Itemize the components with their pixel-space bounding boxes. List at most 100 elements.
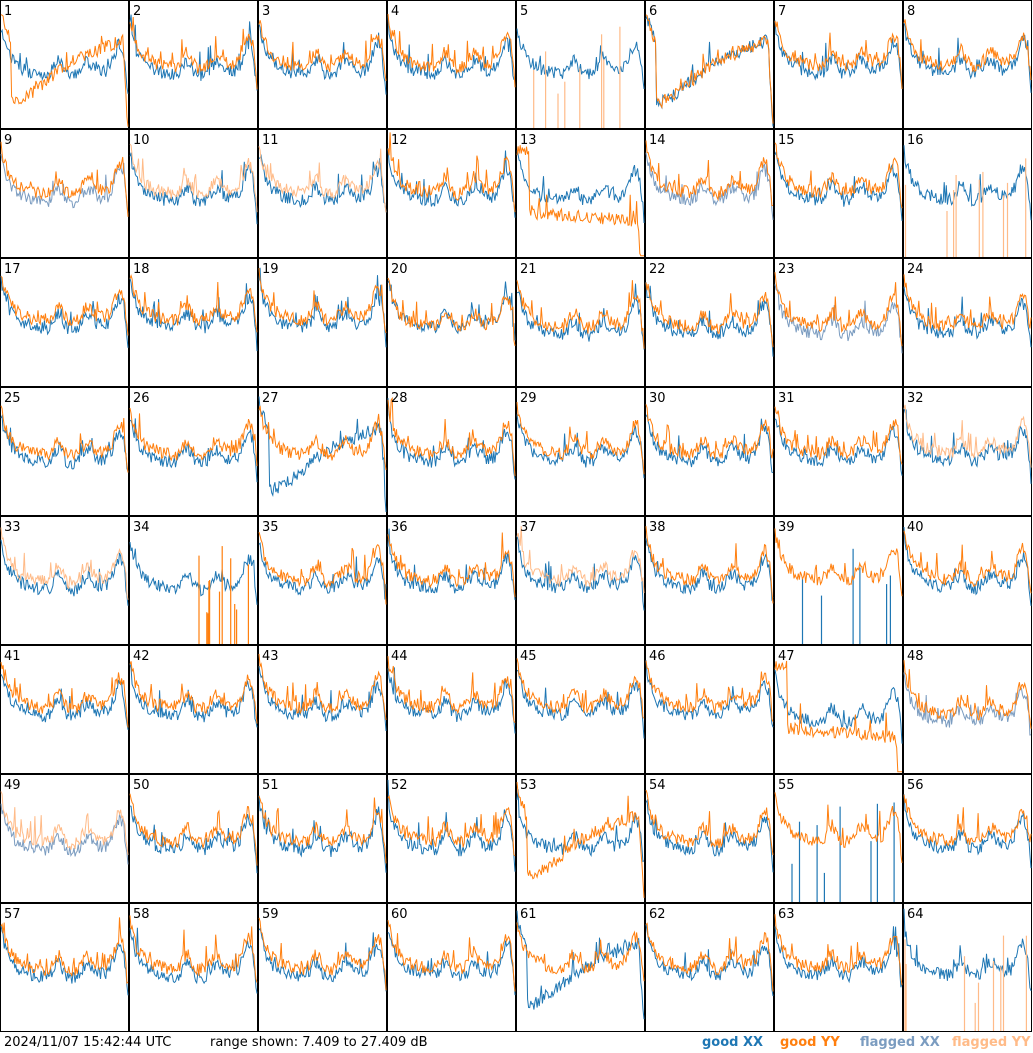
yy-series-line: [387, 14, 516, 88]
panel-label: 35: [262, 520, 279, 535]
panel-label: 22: [649, 262, 666, 277]
panel-43: 43: [258, 645, 387, 774]
yy-series-line: [0, 275, 129, 336]
panel-61: 61: [516, 903, 645, 1032]
legend-flagged-xx: flagged XX: [860, 1036, 940, 1050]
yy-series-line: [645, 140, 774, 206]
panel-frame: [645, 0, 774, 129]
xx-series-line: [516, 150, 645, 224]
panel-41: 41: [0, 645, 129, 774]
panel-label: 47: [778, 649, 795, 664]
panel-10: 10: [129, 129, 258, 258]
legend-good-yy-word: good: [780, 1035, 817, 1050]
xx-series-line: [387, 667, 516, 734]
panel-37: 37: [516, 516, 645, 645]
yy-series-line: [387, 920, 516, 992]
yy-series-line: [516, 922, 645, 982]
panel-62: 62: [645, 903, 774, 1032]
panel-label: 15: [778, 133, 795, 148]
panel-label: 56: [907, 778, 924, 793]
panel-34: 34: [129, 516, 258, 645]
panel-label: 32: [907, 391, 924, 406]
legend-flagged-yy-pol: YY: [1011, 1035, 1031, 1050]
panel-64: 64: [903, 903, 1032, 1032]
panel-label: 54: [649, 778, 666, 793]
panel-label: 58: [133, 907, 150, 922]
yy-series-line: [258, 405, 387, 471]
panel-48: 48: [903, 645, 1032, 774]
panel-frame: [774, 645, 903, 774]
xx-series-line: [645, 282, 774, 357]
yy-series-line: [0, 14, 129, 127]
panel-frame: [258, 129, 387, 258]
panel-label: 40: [907, 520, 924, 535]
panel-label: 37: [520, 520, 537, 535]
panel-label: 50: [133, 778, 150, 793]
panel-frame: [903, 0, 1032, 129]
panel-13: 13: [516, 129, 645, 258]
yy-series-line: [645, 660, 774, 722]
yy-series-line: [645, 14, 774, 124]
yy-series-line: [129, 274, 258, 333]
xx-series-line: [129, 152, 258, 225]
panel-15: 15: [774, 129, 903, 258]
xx-series-line: [0, 803, 129, 865]
legend-good-xx-word: good: [702, 1035, 739, 1050]
panel-35: 35: [258, 516, 387, 645]
panel-label: 6: [649, 4, 657, 19]
yy-series-line: [129, 661, 258, 724]
xx-series-line: [258, 23, 387, 95]
xx-series-line: [387, 779, 516, 872]
yy-series-line: [258, 531, 387, 605]
panel-44: 44: [387, 645, 516, 774]
panel-label: 27: [262, 391, 279, 406]
panel-label: 52: [391, 778, 408, 793]
panel-label: 23: [778, 262, 795, 277]
panel-21: 21: [516, 258, 645, 387]
legend-good-xx: good XX: [702, 1036, 763, 1050]
panel-57: 57: [0, 903, 129, 1032]
yy-series-line: [903, 530, 1032, 594]
panel-63: 63: [774, 903, 903, 1032]
panel-59: 59: [258, 903, 387, 1032]
yy-series-line: [387, 277, 516, 346]
panel-label: 30: [649, 391, 666, 406]
panel-label: 10: [133, 133, 150, 148]
yy-series-line: [258, 653, 387, 721]
yy-series-line: [516, 658, 645, 719]
panel-49: 49: [0, 774, 129, 903]
legend-good-xx-pol: XX: [743, 1035, 764, 1050]
yy-series-line: [0, 661, 129, 728]
legend-flagged-yy: flagged YY: [952, 1036, 1031, 1050]
yy-series-line: [0, 141, 129, 217]
yy-series-line: [258, 146, 387, 213]
yy-series-line: [129, 915, 258, 983]
xx-series-line: [258, 666, 387, 732]
yy-series-line: [774, 914, 903, 986]
xx-series-line: [516, 669, 645, 739]
panel-5: 5: [516, 0, 645, 129]
legend-good-yy: good YY: [780, 1036, 840, 1050]
panel-label: 46: [649, 649, 666, 664]
yy-series-line: [0, 405, 129, 473]
panel-label: 53: [520, 778, 537, 793]
panel-24: 24: [903, 258, 1032, 387]
legend-good-yy-pol: YY: [821, 1035, 840, 1050]
panel-60: 60: [387, 903, 516, 1032]
panel-label: 16: [907, 133, 924, 148]
xx-series-line: [516, 28, 645, 89]
panel-label: 12: [391, 133, 408, 148]
yy-series-line: [645, 282, 774, 348]
xx-series-line: [774, 669, 903, 744]
panel-label: 48: [907, 649, 924, 664]
yy-series-line: [774, 660, 902, 773]
legend-flagged-xx-word: flagged: [860, 1035, 916, 1050]
panel-frame: [645, 516, 774, 645]
xx-series-line: [0, 28, 129, 94]
panel-frame: [387, 903, 516, 1032]
yy-series-line: [387, 132, 516, 213]
panel-45: 45: [516, 645, 645, 774]
panel-label: 18: [133, 262, 150, 277]
xx-series-line: [903, 526, 1032, 606]
panel-frame: [903, 129, 1032, 258]
